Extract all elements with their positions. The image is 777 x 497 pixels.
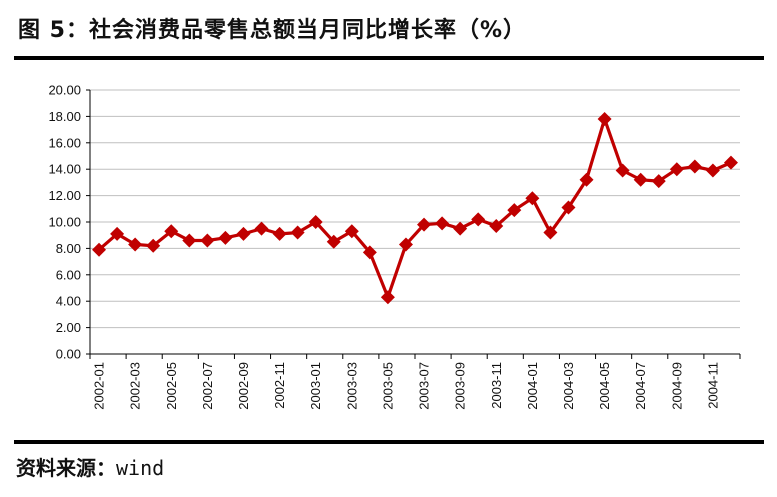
x-tick-label: 2002-03 (128, 362, 143, 410)
chart-title: 图 5：社会消费品零售总额当月同比增长率（%） (18, 18, 527, 43)
y-tick-label: 18.00 (48, 109, 81, 124)
x-tick-label: 2002-01 (92, 362, 107, 410)
data-point (254, 221, 269, 236)
data-point (633, 172, 648, 187)
x-axis-ticks: 2002-01 2002-03 2002-05 2002-07 2002-09 2002-… (89, 354, 741, 410)
data-point (687, 159, 702, 174)
data-point (146, 238, 161, 253)
x-tick-label: 2004-05 (597, 362, 612, 410)
data-point (200, 233, 215, 248)
data-point (615, 163, 630, 178)
grid-lines (90, 89, 740, 355)
y-tick-label: 0.00 (56, 347, 81, 362)
data-point (236, 226, 251, 241)
data-point (525, 191, 540, 206)
data-point (272, 226, 287, 241)
x-tick-label: 2002-07 (200, 362, 215, 410)
data-point (723, 155, 738, 170)
y-axis-ticks: 0.00 2.00 4.00 6.00 8.00 10.00 12.00 14.00 16.00… (48, 83, 90, 362)
top-rule (14, 56, 764, 60)
data-point (471, 212, 486, 227)
x-tick-label: 2003-01 (308, 362, 323, 410)
x-tick-label: 2002-09 (236, 362, 251, 410)
data-point (705, 163, 720, 178)
series-polyline (97, 117, 732, 299)
series-markers (92, 112, 738, 305)
data-point (92, 242, 107, 257)
y-tick-label: 16.00 (48, 135, 81, 150)
data-point (579, 172, 594, 187)
data-point (128, 237, 143, 252)
data-point (362, 245, 377, 260)
x-tick-label: 2004-07 (633, 362, 648, 410)
x-tick-label: 2003-05 (380, 362, 395, 410)
bottom-rule (14, 440, 764, 444)
data-point (344, 224, 359, 239)
x-tick-label: 2004-09 (669, 362, 684, 410)
y-tick-label: 4.00 (56, 294, 81, 309)
y-tick-label: 12.00 (48, 188, 81, 203)
data-point (182, 233, 197, 248)
data-point (326, 234, 341, 249)
x-tick-label: 2004-11 (705, 362, 720, 409)
y-tick-label: 14.00 (48, 162, 81, 177)
data-point (417, 217, 432, 232)
x-tick-label: 2003-11 (489, 362, 504, 409)
data-point (597, 112, 612, 127)
data-point (543, 225, 558, 240)
data-point (435, 216, 450, 231)
x-tick-label: 2002-05 (164, 362, 179, 410)
y-tick-label: 10.00 (48, 215, 81, 230)
data-point (669, 162, 684, 177)
x-tick-label: 2004-01 (525, 362, 540, 410)
data-point (290, 225, 305, 240)
y-tick-label: 6.00 (56, 267, 81, 282)
y-tick-label: 20.00 (48, 83, 81, 98)
series-line (97, 117, 732, 299)
data-point (110, 226, 125, 241)
data-point (561, 200, 576, 215)
x-tick-label: 2003-03 (344, 362, 359, 410)
x-tick-label: 2004-03 (561, 362, 576, 410)
x-tick-label: 2002-11 (272, 362, 287, 409)
y-tick-label: 2.00 (56, 320, 81, 335)
line-chart: 0.00 2.00 4.00 6.00 8.00 10.00 12.00 14.00 16.00… (48, 83, 741, 410)
data-point (218, 230, 233, 245)
x-tick-label: 2003-09 (453, 362, 468, 410)
source-value: wind (116, 456, 165, 480)
data-point (164, 224, 179, 239)
data-point (489, 218, 504, 233)
data-point (507, 203, 522, 218)
data-point (380, 290, 395, 305)
data-point (453, 221, 468, 236)
y-tick-label: 8.00 (56, 241, 81, 256)
source-label: 资料来源： (16, 456, 116, 480)
x-tick-label: 2003-07 (417, 362, 432, 410)
data-point (398, 237, 413, 252)
data-point (651, 174, 666, 189)
data-point (308, 215, 323, 229)
source-note: 资料来源：wind (16, 452, 164, 481)
